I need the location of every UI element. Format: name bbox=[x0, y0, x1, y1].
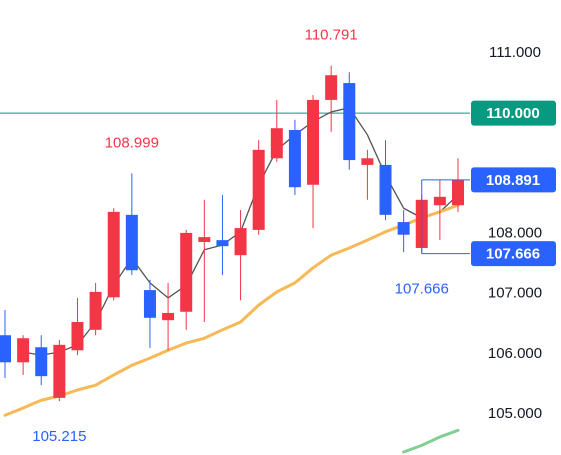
candle-body bbox=[0, 335, 11, 363]
candle-body bbox=[198, 237, 211, 242]
y-tick-label: 108.000 bbox=[488, 224, 542, 241]
candle-body bbox=[361, 158, 374, 165]
candle-body bbox=[252, 149, 265, 230]
candle-body bbox=[216, 240, 229, 247]
candle-body bbox=[288, 130, 301, 188]
candle-body bbox=[180, 232, 193, 312]
price-line-label: 110.000 bbox=[486, 105, 539, 122]
candle-body bbox=[35, 347, 48, 377]
candle-body bbox=[17, 338, 30, 363]
current-price-label: 108.891 bbox=[486, 172, 540, 189]
candle-body bbox=[53, 344, 66, 398]
extreme-annotation: 107.666 bbox=[395, 281, 449, 298]
candle-body bbox=[71, 321, 84, 351]
extreme-annotation: 105.215 bbox=[32, 428, 86, 445]
y-tick-label: 111.000 bbox=[489, 44, 541, 61]
extreme-annotation: 108.999 bbox=[105, 134, 159, 151]
current-price-label-box bbox=[471, 167, 556, 193]
candle-body bbox=[325, 75, 338, 100]
y-tick-label: 106.000 bbox=[488, 345, 542, 362]
low-marker-label-box bbox=[471, 241, 556, 267]
moving-average-line bbox=[402, 428, 460, 454]
low-marker-label: 107.666 bbox=[486, 246, 540, 263]
moving-average-line bbox=[3, 203, 460, 417]
candle-body bbox=[143, 290, 156, 318]
candle-body bbox=[107, 211, 120, 298]
candle-body bbox=[452, 179, 464, 206]
candle-body bbox=[125, 214, 138, 271]
candle-body bbox=[343, 83, 356, 161]
candle-body bbox=[89, 291, 102, 330]
candle-body bbox=[270, 128, 283, 159]
candle-body bbox=[234, 228, 247, 256]
candle-body bbox=[379, 164, 392, 215]
extreme-annotation: 110.791 bbox=[305, 27, 358, 44]
y-tick-label: 107.000 bbox=[488, 285, 542, 302]
candle-body bbox=[433, 196, 446, 206]
candle-body bbox=[397, 222, 410, 235]
y-tick-label: 105.000 bbox=[488, 405, 542, 422]
candle-body bbox=[162, 312, 175, 321]
candle-body bbox=[307, 99, 320, 185]
price-line-label-box bbox=[471, 100, 556, 126]
